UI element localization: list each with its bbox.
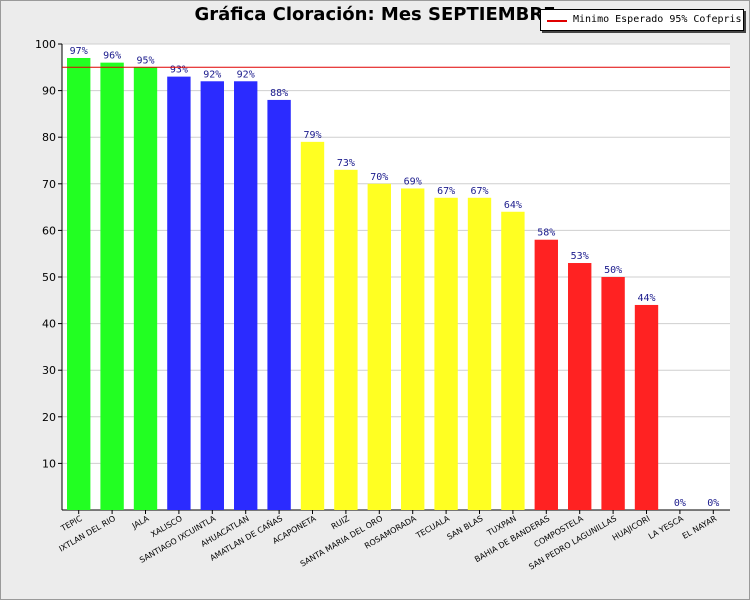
data-label: 97%: [70, 46, 88, 57]
bar-18: [634, 304, 659, 510]
x-tick-label: TECUALA: [414, 514, 452, 541]
x-tick-label: TEPIC: [59, 514, 84, 534]
data-label: 95%: [136, 55, 154, 66]
bar-7: [267, 99, 291, 511]
data-label: 73%: [337, 158, 355, 169]
data-label: 64%: [504, 200, 522, 211]
bar-1: [67, 57, 91, 510]
bar-9: [334, 169, 358, 510]
data-label: 69%: [404, 176, 422, 187]
bar-13: [467, 197, 492, 510]
data-label: 96%: [103, 51, 121, 62]
data-label: 0%: [707, 498, 719, 509]
bar-10: [367, 183, 391, 511]
legend: Minimo Esperado 95% Cofepris: [540, 9, 744, 31]
data-label: 88%: [270, 88, 288, 99]
bar-17: [601, 277, 625, 510]
data-label: 44%: [637, 293, 655, 304]
legend-swatch-reference-line: [547, 20, 567, 22]
y-tick-label: 20: [42, 411, 56, 424]
x-tick-label: RUIZ: [330, 514, 352, 532]
x-tick-label: LA YESCA: [647, 514, 686, 541]
bar-5: [200, 81, 224, 510]
y-tick-label: 50: [42, 271, 56, 284]
data-label: 70%: [370, 172, 388, 183]
bar-14: [501, 211, 525, 510]
bar-11: [401, 188, 425, 510]
y-tick-label: 60: [42, 224, 56, 237]
y-tick-label: 40: [42, 318, 56, 331]
bar-16: [568, 263, 592, 510]
y-tick-label: 100: [35, 38, 56, 51]
y-tick-label: 80: [42, 131, 56, 144]
data-label: 58%: [537, 228, 555, 239]
x-tick-label: HUAJICORI: [611, 514, 652, 543]
data-label: 67%: [437, 186, 455, 197]
data-label: 67%: [470, 186, 488, 197]
bar-15: [534, 239, 558, 510]
data-label: 92%: [237, 69, 255, 80]
bar-6: [234, 81, 258, 510]
x-tick-label: SAN BLAS: [445, 514, 484, 542]
x-tick-label: EL NAYAR: [681, 514, 719, 541]
bar-4: [167, 76, 191, 511]
data-label: 0%: [674, 498, 686, 509]
x-tick-label: IXTLAN DEL RIO: [57, 514, 117, 554]
bar-2: [100, 62, 124, 510]
legend-label: Minimo Esperado 95% Cofepris: [573, 14, 742, 25]
x-tick-label: JALA: [130, 514, 151, 531]
data-label: 79%: [303, 130, 321, 141]
chart-title: Gráfica Cloración: Mes SEPTIEMBRE: [194, 4, 556, 25]
y-tick-label: 30: [42, 364, 56, 377]
data-label: 92%: [203, 69, 221, 80]
y-tick-label: 70: [42, 178, 56, 191]
bar-12: [434, 197, 458, 510]
bar-8: [300, 141, 325, 511]
bar-3: [133, 67, 158, 511]
y-tick-label: 10: [42, 457, 56, 470]
data-label: 53%: [571, 251, 589, 262]
data-label: 50%: [604, 265, 622, 276]
y-tick-label: 90: [42, 85, 56, 98]
data-label: 93%: [170, 65, 188, 76]
